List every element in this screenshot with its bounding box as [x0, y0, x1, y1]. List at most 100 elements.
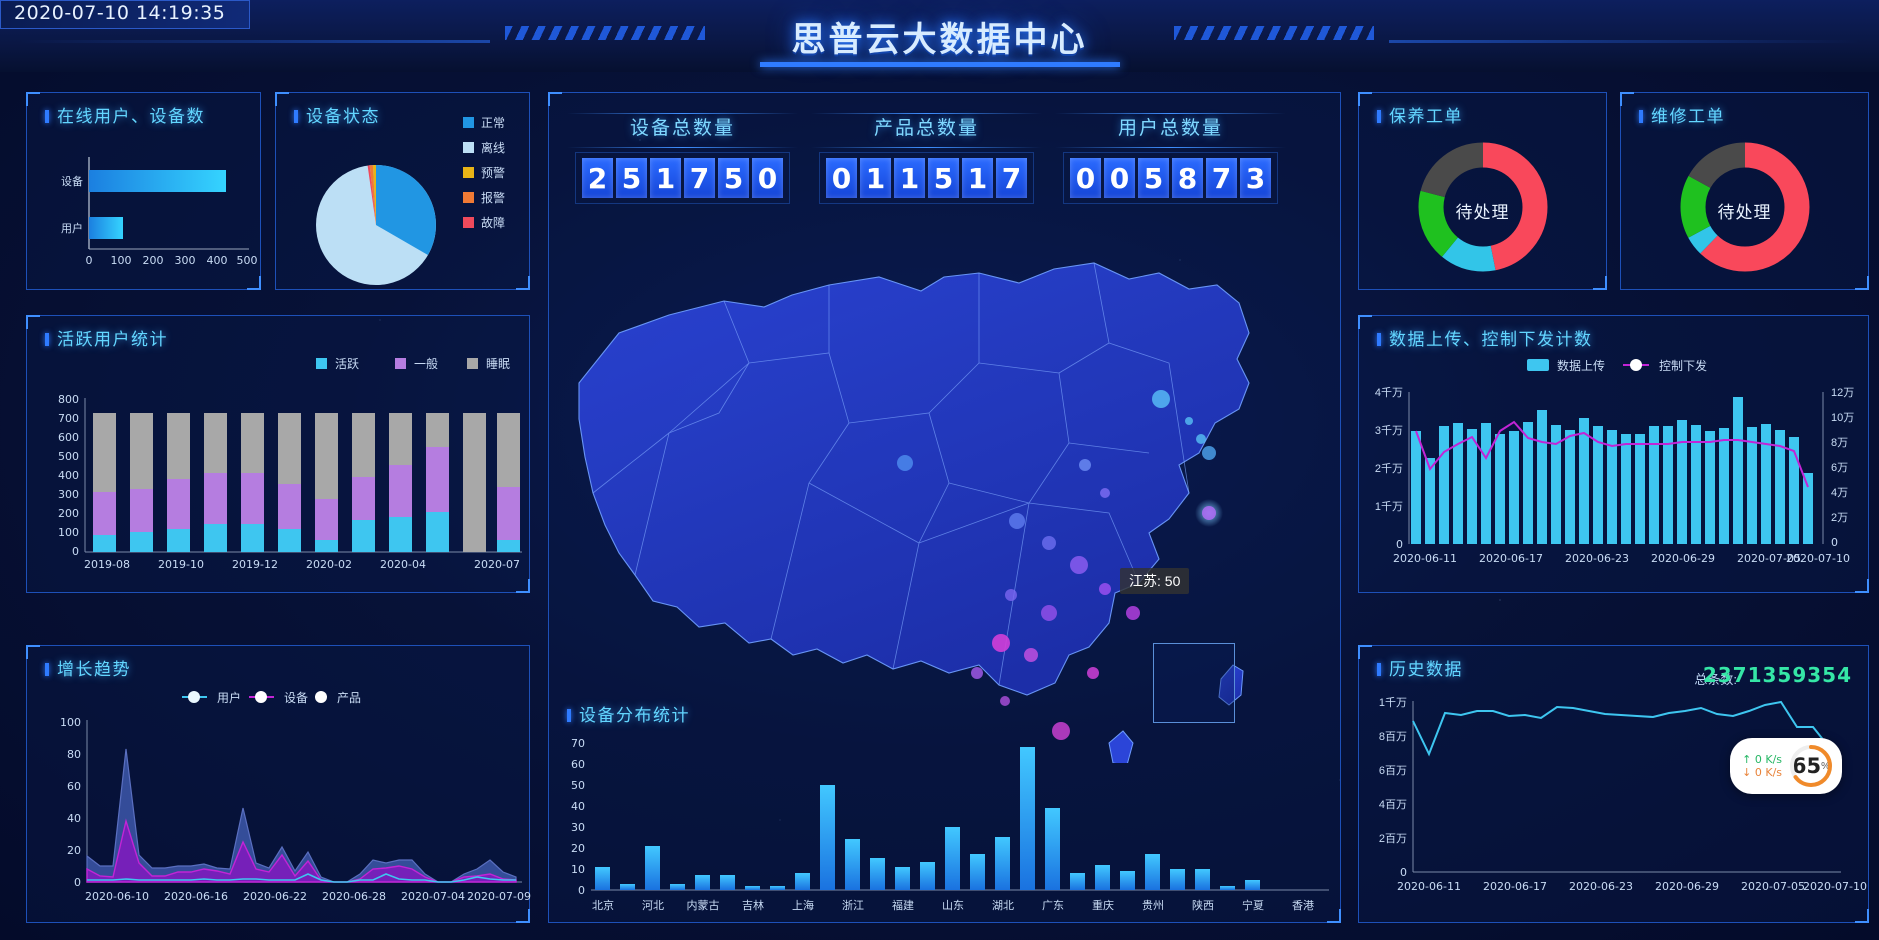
svg-text:600: 600 — [58, 431, 79, 444]
donut-repair — [1680, 142, 1810, 272]
svg-text:2020-07-05: 2020-07-05 — [1741, 880, 1805, 893]
svg-text:产品: 产品 — [337, 691, 361, 705]
panel-device-status: 设备状态 正常 离线 预警 报警 故障 — [275, 92, 530, 290]
title-accent-icon — [45, 333, 49, 346]
header-line-left — [20, 40, 490, 43]
panel-active-users: 活跃用户统计 活跃 一般 睡眠 800 700 600 500 400 300 … — [26, 315, 530, 593]
svg-text:2020-07-10: 2020-07-10 — [1786, 552, 1850, 565]
panel-online-users-devices: 在线用户、设备数 设备 用户 0 100 200 300 400 500 — [26, 92, 261, 290]
china-map[interactable] — [549, 203, 1342, 763]
digit: 0 — [826, 158, 857, 198]
panel-title-maintenance: 保养工单 — [1377, 102, 1463, 127]
chart-online-users-devices: 设备 用户 0 100 200 300 400 500 — [61, 157, 258, 267]
svg-text:一般: 一般 — [414, 356, 438, 371]
title-accent-icon — [45, 663, 49, 676]
svg-text:6万: 6万 — [1831, 462, 1848, 474]
svg-text:1千万: 1千万 — [1375, 500, 1403, 513]
digit: 5 — [616, 158, 647, 198]
svg-text:内蒙古: 内蒙古 — [687, 898, 720, 912]
svg-text:700: 700 — [58, 412, 79, 425]
panel-center-map: 设备总数量 2 5 1 7 5 0 产品总数量 0 1 1 5 1 7 — [548, 92, 1341, 923]
panel-title-history: 历史数据 — [1377, 655, 1463, 680]
svg-text:2020-07: 2020-07 — [474, 558, 520, 571]
svg-text:2020-04: 2020-04 — [380, 558, 426, 571]
network-speed-widget[interactable]: ↑ 0 K/s ↓ 0 K/s 65% — [1730, 738, 1842, 794]
svg-text:2020-06-29: 2020-06-29 — [1651, 552, 1715, 565]
digit: 1 — [894, 158, 925, 198]
yaxis-history: 1千万 8百万 6百万 4百万 2百万 0 — [1379, 696, 1407, 879]
donut-maintenance — [1418, 142, 1548, 272]
svg-text:广东: 广东 — [1042, 899, 1064, 912]
svg-text:2020-06-11: 2020-06-11 — [1397, 880, 1461, 893]
yaxis-active-users: 800 700 600 500 400 300 200 100 0 — [58, 393, 79, 558]
svg-text:2020-06-11: 2020-06-11 — [1393, 552, 1457, 565]
svg-text:400: 400 — [207, 254, 228, 267]
area-product — [86, 748, 517, 883]
yaxis-upload-right: 12万 10万 8万 6万 4万 2万 0 — [1831, 387, 1854, 549]
yaxis-growth: 100 80 60 40 20 0 — [60, 716, 81, 889]
network-download-rate: ↓ 0 K/s — [1742, 766, 1782, 779]
panel-title-growth: 增长趋势 — [45, 655, 131, 680]
panel-title-device-status: 设备状态 — [294, 102, 380, 127]
svg-text:2019-08: 2019-08 — [84, 558, 130, 571]
kpi-digits-devices: 2 5 1 7 5 0 — [575, 152, 790, 204]
svg-text:控制下发: 控制下发 — [1659, 358, 1707, 373]
svg-text:2020-07-05: 2020-07-05 — [1737, 552, 1801, 565]
page-title: 思普云大数据中心 — [791, 21, 1088, 59]
svg-text:800: 800 — [58, 393, 79, 406]
svg-text:2020-07-10: 2020-07-10 — [1803, 880, 1867, 893]
svg-text:100: 100 — [58, 526, 79, 539]
bars-upload — [1411, 397, 1813, 544]
svg-text:500: 500 — [58, 450, 79, 463]
digit: 3 — [1240, 158, 1271, 198]
svg-text:4千万: 4千万 — [1375, 386, 1403, 399]
svg-text:2020-06-17: 2020-06-17 — [1479, 552, 1543, 565]
kpi-label-devices: 设备总数量 — [629, 118, 735, 139]
panel-title-online: 在线用户、设备数 — [45, 102, 205, 127]
svg-text:3千万: 3千万 — [1375, 424, 1403, 437]
svg-text:设备: 设备 — [284, 691, 308, 705]
header-stripes-right — [1174, 26, 1374, 40]
xaxis-online: 0 100 200 300 400 500 — [86, 254, 258, 267]
digit: 1 — [860, 158, 891, 198]
map-tooltip: 江苏: 50 — [1120, 568, 1190, 594]
svg-text:60: 60 — [67, 780, 81, 793]
svg-text:10: 10 — [571, 863, 585, 876]
svg-text:2020-07-04: 2020-07-04 — [401, 890, 465, 903]
chart-active-users: 活跃 一般 睡眠 800 700 600 500 400 300 200 100… — [58, 356, 522, 571]
title-accent-icon — [1377, 663, 1381, 676]
cpu-gauge: 65% — [1788, 743, 1834, 789]
digit: 0 — [1104, 158, 1135, 198]
svg-text:河北: 河北 — [642, 899, 664, 912]
svg-text:2万: 2万 — [1831, 512, 1848, 524]
xaxis-history: 2020-06-11 2020-06-17 2020-06-23 2020-06… — [1397, 880, 1867, 893]
svg-text:8百万: 8百万 — [1379, 731, 1407, 743]
chart-upload-control: 数据上传 控制下发 4千万 3千万 2千万 1千万 0 12万 10万 8万 6… — [1375, 358, 1854, 565]
svg-text:50: 50 — [571, 779, 585, 792]
svg-text:湖北: 湖北 — [992, 899, 1014, 912]
map-minimap[interactable] — [1153, 643, 1235, 723]
svg-text:2020-06-28: 2020-06-28 — [322, 890, 386, 903]
svg-text:正常: 正常 — [481, 116, 505, 130]
svg-text:故障: 故障 — [481, 215, 505, 230]
svg-text:2020-06-17: 2020-06-17 — [1483, 880, 1547, 893]
svg-text:2020-02: 2020-02 — [306, 558, 352, 571]
svg-text:0: 0 — [72, 545, 79, 558]
svg-text:2020-07-09: 2020-07-09 — [467, 890, 531, 903]
svg-text:0: 0 — [86, 254, 93, 267]
xaxis-active-users: 2019-08 2019-10 2019-12 2020-02 2020-04 … — [84, 558, 520, 571]
svg-text:陕西: 陕西 — [1192, 898, 1214, 912]
gauge-unit: % — [1821, 760, 1831, 772]
legend-device-status: 正常 离线 预警 报警 故障 — [463, 116, 505, 230]
chart-growth-trend: 用户 设备 产品 100 80 60 40 20 0 2020-06-10 20… — [60, 690, 531, 903]
svg-text:0: 0 — [1396, 538, 1403, 551]
yaxis-upload-left: 4千万 3千万 2千万 1千万 0 — [1375, 386, 1403, 551]
panel-growth-trend: 增长趋势 用户 设备 产品 100 80 60 40 20 0 2020-06-… — [26, 645, 531, 923]
clock-text: 2020-07-10 14:19:35 — [14, 2, 226, 24]
header-bar — [0, 0, 1879, 72]
svg-text:上海: 上海 — [792, 898, 814, 912]
chart-device-status: 正常 离线 预警 报警 故障 — [316, 116, 505, 285]
svg-text:报警: 报警 — [481, 190, 505, 205]
kpi-digits-users: 0 0 5 8 7 3 — [1063, 152, 1278, 204]
